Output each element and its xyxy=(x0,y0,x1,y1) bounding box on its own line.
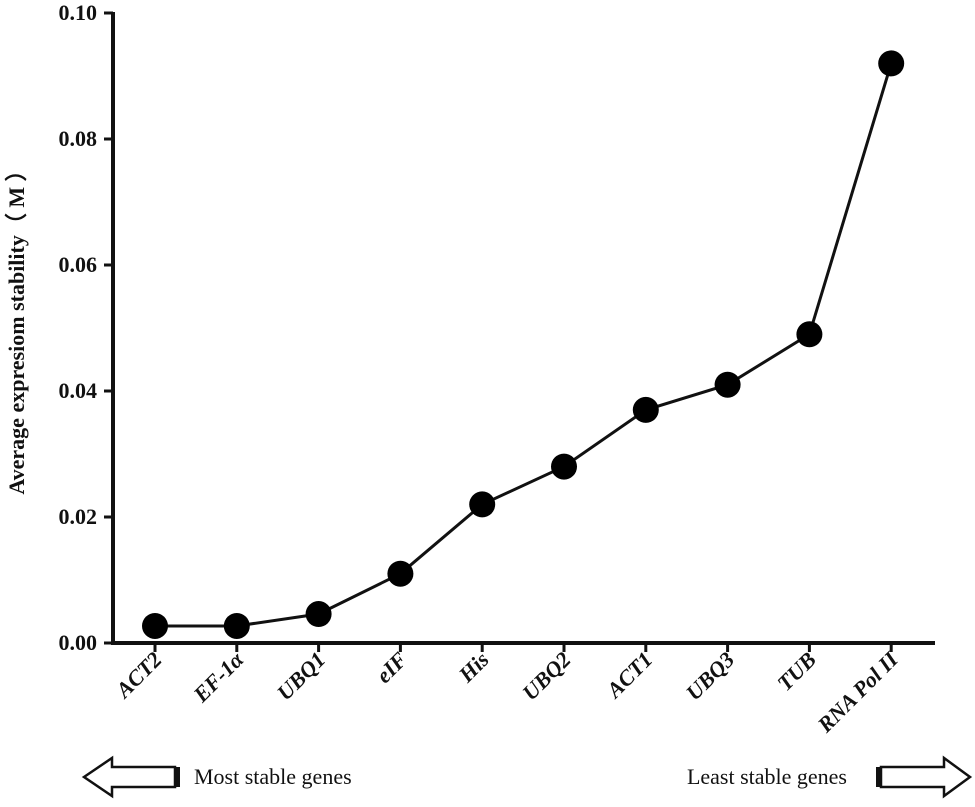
axes xyxy=(111,12,935,645)
y-ticks: 0.00 0.02 0.04 0.06 0.08 0.10 xyxy=(59,0,113,655)
right-arrow-icon xyxy=(876,755,973,799)
x-tick-label: UBQ1 xyxy=(272,647,330,705)
data-point xyxy=(632,396,659,423)
data-point xyxy=(387,560,414,587)
data-point xyxy=(469,491,496,518)
data-point xyxy=(796,321,823,348)
least-stable-label: Least stable genes xyxy=(687,764,847,789)
y-axis-label: Average expresiom stability（ M ） xyxy=(4,159,29,494)
y-tick-label: 0.10 xyxy=(59,0,98,25)
x-tick-label: ACT1 xyxy=(600,647,657,704)
series-group xyxy=(142,50,905,639)
x-tick-label: EF-1α xyxy=(188,646,249,707)
y-tick-label: 0.00 xyxy=(59,630,98,655)
data-point xyxy=(714,371,741,398)
x-tick-label: His xyxy=(453,647,494,688)
x-tick-label: UBQ2 xyxy=(517,647,575,705)
y-tick-label: 0.06 xyxy=(59,252,98,277)
x-tick-label: eIF xyxy=(371,647,412,688)
annotations: Most stable genes Least stable genes xyxy=(81,755,973,799)
left-arrow-icon xyxy=(81,755,180,799)
data-point xyxy=(551,453,577,480)
data-point xyxy=(223,612,250,639)
data-point xyxy=(142,612,168,639)
y-tick-label: 0.08 xyxy=(59,126,98,151)
data-point xyxy=(878,50,905,77)
most-stable-label: Most stable genes xyxy=(194,764,352,789)
x-tick-label: TUB xyxy=(772,647,821,696)
series-line xyxy=(155,62,893,628)
x-tick-label: UBQ3 xyxy=(681,647,739,705)
y-tick-label: 0.04 xyxy=(59,378,98,403)
x-tick-label: RNA Pol II xyxy=(812,646,904,738)
data-point xyxy=(305,601,332,628)
x-tick-label: ACT2 xyxy=(109,647,166,704)
y-tick-label: 0.02 xyxy=(59,504,98,529)
